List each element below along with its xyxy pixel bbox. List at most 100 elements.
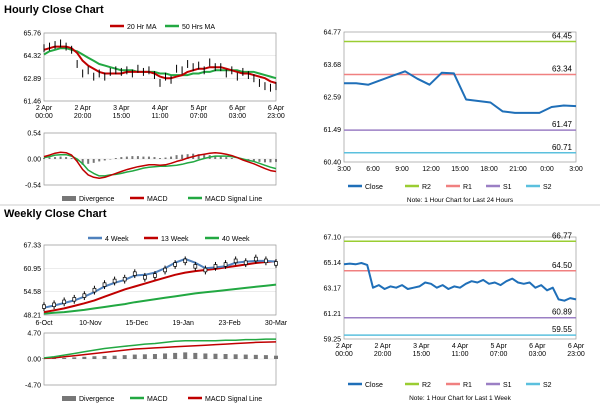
hourly-divergence-bar bbox=[65, 157, 68, 159]
weekly-pivot-xtick: 2 Apr 00:00 bbox=[335, 343, 353, 358]
hourly-pivot-close-line bbox=[344, 70, 577, 114]
hourly-pivot-note: Note: 1 Hour Chart for Last 24 Hours bbox=[407, 197, 514, 204]
weekly-close-body bbox=[243, 260, 248, 265]
hourly-divergence-bar bbox=[186, 154, 189, 159]
weekly-close-body bbox=[42, 304, 46, 309]
weekly-close-body bbox=[264, 258, 268, 264]
hourly-divergence-bar bbox=[59, 156, 62, 159]
weekly-close-body bbox=[52, 302, 56, 307]
hourly-divergence-bar bbox=[197, 154, 200, 159]
hourly-pivot-ytick: 62.59 bbox=[323, 95, 341, 102]
weekly-close-body bbox=[143, 275, 147, 280]
weekly-40week-line bbox=[43, 283, 277, 315]
hourly-pivot-xtick: 21:00 bbox=[509, 166, 527, 173]
hourly-pivot-xtick: 15:00 bbox=[451, 166, 469, 173]
weekly-price-ytick: 54.58 bbox=[23, 289, 41, 296]
weekly-divergence-bar bbox=[163, 353, 168, 359]
weekly-close-body bbox=[213, 264, 218, 269]
hourly-divergence-bar bbox=[214, 155, 217, 159]
hourly-divergence-bar bbox=[125, 156, 128, 159]
weekly-divergence-bar bbox=[213, 353, 218, 359]
hourly-divergence-bar bbox=[142, 156, 145, 159]
hourly-price-xtick: 2 Apr 20:00 bbox=[74, 105, 92, 120]
legend-weekly-close-label: Close bbox=[365, 382, 383, 389]
weekly-divergence-bar bbox=[203, 353, 208, 359]
weekly-price-frame bbox=[43, 244, 277, 316]
weekly-divergence-bar bbox=[183, 352, 188, 359]
legend-weekly-signal-label: MACD Signal Line bbox=[205, 396, 262, 403]
legend-hourly-divergence-label: Divergence bbox=[79, 196, 115, 203]
legend-weekly-s1-label: S1 bbox=[503, 382, 512, 389]
hourly-divergence-bar bbox=[54, 157, 57, 159]
weekly-close-body bbox=[193, 264, 198, 269]
weekly-close-body bbox=[183, 258, 188, 264]
legend-40week-label: 40 Week bbox=[222, 236, 250, 243]
weekly-close-body bbox=[132, 271, 137, 276]
hourly-divergence-bar bbox=[48, 157, 51, 159]
hourly-pivot-ytick: 61.49 bbox=[323, 127, 341, 134]
hourly-50hr-ma-line bbox=[43, 47, 277, 80]
hourly-price-ytick: 61.46 bbox=[23, 99, 41, 106]
hourly-divergence-bar bbox=[147, 156, 150, 159]
hourly-divergence-bar bbox=[275, 159, 277, 162]
hourly-macd-ytick: -0.54 bbox=[25, 183, 41, 190]
weekly-divergence-bar bbox=[62, 357, 67, 359]
weekly-close-body bbox=[153, 273, 157, 278]
hourly-pivot-xtick: 18:00 bbox=[480, 166, 498, 173]
hourly-20hr-ma-line bbox=[43, 45, 277, 84]
weekly-close-body bbox=[173, 262, 177, 267]
hourly-divergence-bar bbox=[252, 159, 255, 162]
weekly-price-xtick: 10-Nov bbox=[79, 320, 102, 327]
weekly-price-xtick: 23-Feb bbox=[219, 320, 241, 327]
weekly-pivot-note: Note: 1 Hour Chart for Last 1 Week bbox=[409, 395, 512, 402]
weekly-close-body bbox=[253, 256, 258, 262]
hourly-divergence-bar bbox=[81, 159, 84, 165]
weekly-pivot-xtick: 3 Apr 15:00 bbox=[413, 343, 431, 358]
weekly-pivot-ytick: 67.10 bbox=[323, 235, 341, 242]
legend-hourly-close-label: Close bbox=[365, 184, 383, 191]
hourly-price-ytick: 64.32 bbox=[23, 53, 41, 60]
hourly-divergence-bar bbox=[258, 159, 261, 162]
weekly-pivot-ytick: 61.21 bbox=[323, 311, 341, 318]
legend-4week-label: 4 Week bbox=[105, 236, 129, 243]
legend-hourly-divergence-swatch bbox=[62, 196, 76, 201]
weekly-pivot-ytick: 65.14 bbox=[323, 260, 341, 267]
legend-weekly-macd-label: MACD bbox=[147, 396, 168, 403]
weekly-section-title: Weekly Close Chart bbox=[4, 208, 107, 220]
legend-hourly-s2-label: S2 bbox=[543, 184, 552, 191]
hourly-macd-line bbox=[43, 151, 277, 180]
weekly-divergence-bar bbox=[253, 354, 258, 359]
weekly-divergence-bar bbox=[193, 352, 198, 359]
weekly-close-body bbox=[274, 261, 278, 266]
hourly-pivot-xtick: 0:00 bbox=[540, 166, 554, 173]
weekly-close-body bbox=[72, 297, 77, 302]
legend-hourly-signal-label: MACD Signal Line bbox=[205, 196, 262, 203]
weekly-divergence-bar bbox=[152, 354, 157, 359]
weekly-macd-line bbox=[43, 338, 276, 359]
hourly-divergence-bar bbox=[120, 157, 123, 159]
weekly-close-body bbox=[82, 293, 87, 298]
weekly-pivot-close-line bbox=[343, 262, 577, 302]
weekly-price-ytick: 60.95 bbox=[23, 266, 41, 273]
weekly-price-xtick: 19-Jan bbox=[172, 320, 194, 327]
legend-hourly-s1-label: S1 bbox=[503, 184, 512, 191]
legend-hourly-r2-label: R2 bbox=[422, 184, 431, 191]
weekly-macd-ytick: 4.70 bbox=[27, 331, 41, 338]
hourly-pivot-ytick: 64.77 bbox=[323, 30, 341, 37]
hourly-pivot-xtick: 9:00 bbox=[395, 166, 409, 173]
weekly-close-body bbox=[223, 262, 228, 267]
hourly-divergence-bar bbox=[164, 157, 167, 159]
weekly-divergence-bar bbox=[122, 355, 127, 359]
weekly-divergence-bar bbox=[132, 354, 137, 359]
weekly-pivot-xtick: 2 Apr 20:00 bbox=[374, 343, 392, 358]
hourly-pivot-ytick: 63.68 bbox=[323, 62, 341, 69]
legend-weekly-divergence-swatch bbox=[62, 396, 76, 401]
hourly-price-xtick: 2 Apr 00:00 bbox=[35, 105, 53, 120]
weekly-close-body bbox=[102, 282, 107, 287]
weekly-close-body bbox=[163, 267, 167, 273]
weekly-divergence-bar bbox=[72, 357, 77, 359]
hourly-pivot-frame bbox=[343, 31, 577, 163]
legend-weekly-divergence-label: Divergence bbox=[79, 396, 115, 403]
weekly-divergence-bar bbox=[223, 354, 228, 359]
